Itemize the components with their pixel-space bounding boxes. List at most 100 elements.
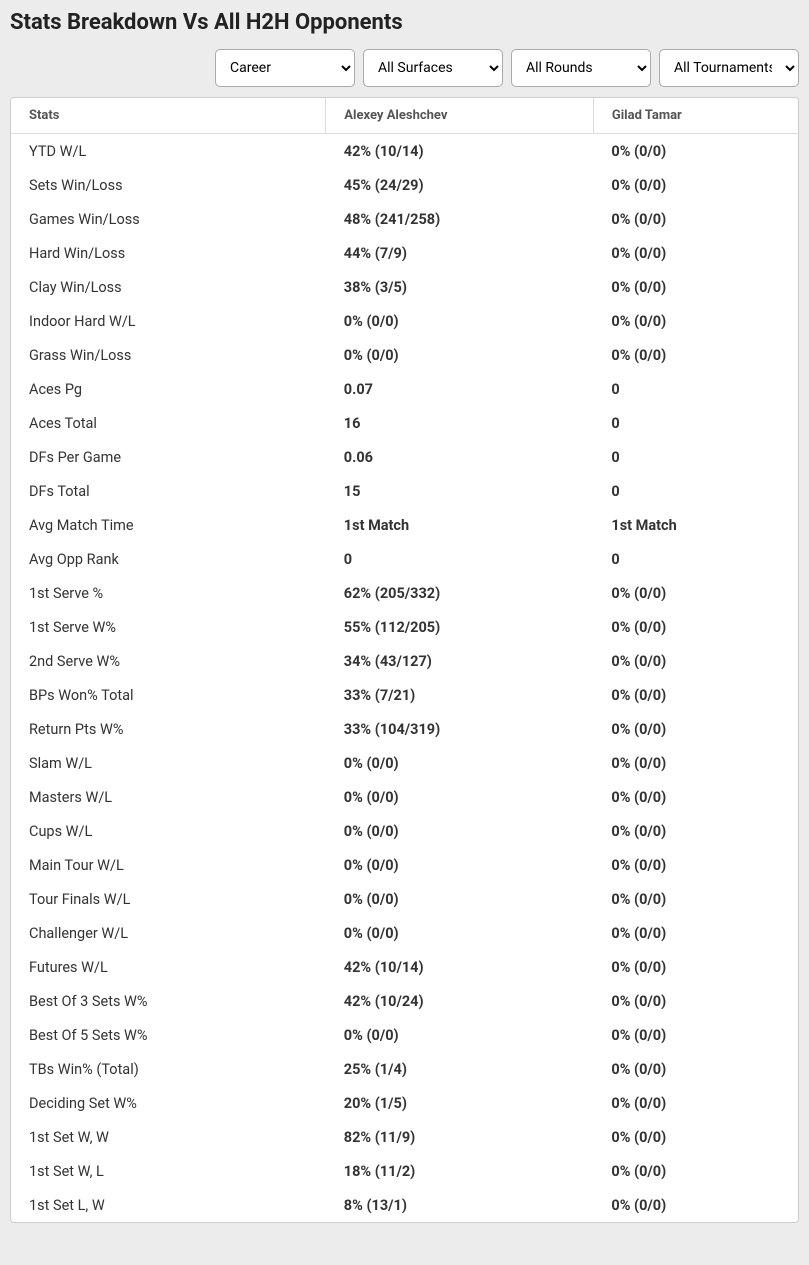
player2-value: 0% (0/0) bbox=[593, 576, 798, 610]
table-header-row: Stats Alexey Aleshchev Gilad Tamar bbox=[11, 98, 798, 134]
player1-value: 33% (7/21) bbox=[326, 678, 594, 712]
table-row: Futures W/L42% (10/14)0% (0/0) bbox=[11, 950, 798, 984]
stat-label: Clay Win/Loss bbox=[11, 270, 326, 304]
player2-value: 0% (0/0) bbox=[593, 134, 798, 169]
stat-label: Avg Match Time bbox=[11, 508, 326, 542]
stat-label: Masters W/L bbox=[11, 780, 326, 814]
player1-value: 55% (112/205) bbox=[326, 610, 594, 644]
stat-label: Aces Total bbox=[11, 406, 326, 440]
player1-value: 0.06 bbox=[326, 440, 594, 474]
player1-value: 45% (24/29) bbox=[326, 168, 594, 202]
table-row: Avg Opp Rank00 bbox=[11, 542, 798, 576]
player2-value: 0% (0/0) bbox=[593, 814, 798, 848]
table-row: 1st Set W, W82% (11/9)0% (0/0) bbox=[11, 1120, 798, 1154]
stat-label: Futures W/L bbox=[11, 950, 326, 984]
table-row: DFs Per Game0.060 bbox=[11, 440, 798, 474]
table-row: Challenger W/L0% (0/0)0% (0/0) bbox=[11, 916, 798, 950]
player2-value: 0% (0/0) bbox=[593, 1120, 798, 1154]
table-row: Grass Win/Loss0% (0/0)0% (0/0) bbox=[11, 338, 798, 372]
player2-value: 0 bbox=[593, 372, 798, 406]
stat-label: Deciding Set W% bbox=[11, 1086, 326, 1120]
player2-value: 0% (0/0) bbox=[593, 780, 798, 814]
player1-value: 33% (104/319) bbox=[326, 712, 594, 746]
tournament-select[interactable]: All Tournaments bbox=[659, 49, 799, 87]
player2-value: 0% (0/0) bbox=[593, 1086, 798, 1120]
table-row: 1st Serve %62% (205/332)0% (0/0) bbox=[11, 576, 798, 610]
stat-label: Tour Finals W/L bbox=[11, 882, 326, 916]
filter-bar: Career All Surfaces All Rounds All Tourn… bbox=[0, 45, 809, 97]
player1-value: 82% (11/9) bbox=[326, 1120, 594, 1154]
player2-value: 0% (0/0) bbox=[593, 1154, 798, 1188]
stat-label: DFs Total bbox=[11, 474, 326, 508]
stat-label: 2nd Serve W% bbox=[11, 644, 326, 678]
stats-table: Stats Alexey Aleshchev Gilad Tamar YTD W… bbox=[11, 98, 798, 1222]
player2-value: 0% (0/0) bbox=[593, 882, 798, 916]
table-row: 2nd Serve W%34% (43/127)0% (0/0) bbox=[11, 644, 798, 678]
player2-value: 0% (0/0) bbox=[593, 338, 798, 372]
player2-value: 0 bbox=[593, 474, 798, 508]
col-header-player1: Alexey Aleshchev bbox=[326, 98, 594, 134]
table-row: Main Tour W/L0% (0/0)0% (0/0) bbox=[11, 848, 798, 882]
player2-value: 0% (0/0) bbox=[593, 916, 798, 950]
table-row: Best Of 5 Sets W%0% (0/0)0% (0/0) bbox=[11, 1018, 798, 1052]
table-row: Games Win/Loss48% (241/258)0% (0/0) bbox=[11, 202, 798, 236]
player1-value: 0% (0/0) bbox=[326, 882, 594, 916]
table-row: Sets Win/Loss45% (24/29)0% (0/0) bbox=[11, 168, 798, 202]
player2-value: 0% (0/0) bbox=[593, 270, 798, 304]
player1-value: 0% (0/0) bbox=[326, 780, 594, 814]
table-row: DFs Total150 bbox=[11, 474, 798, 508]
table-row: Cups W/L0% (0/0)0% (0/0) bbox=[11, 814, 798, 848]
table-row: Clay Win/Loss38% (3/5)0% (0/0) bbox=[11, 270, 798, 304]
table-row: Tour Finals W/L0% (0/0)0% (0/0) bbox=[11, 882, 798, 916]
player2-value: 0% (0/0) bbox=[593, 1052, 798, 1086]
stat-label: Return Pts W% bbox=[11, 712, 326, 746]
player1-value: 25% (1/4) bbox=[326, 1052, 594, 1086]
stat-label: Indoor Hard W/L bbox=[11, 304, 326, 338]
table-row: TBs Win% (Total)25% (1/4)0% (0/0) bbox=[11, 1052, 798, 1086]
table-row: YTD W/L42% (10/14)0% (0/0) bbox=[11, 134, 798, 169]
surface-select[interactable]: All Surfaces bbox=[363, 49, 503, 87]
col-header-stats: Stats bbox=[11, 98, 326, 134]
player2-value: 0% (0/0) bbox=[593, 304, 798, 338]
player2-value: 0% (0/0) bbox=[593, 950, 798, 984]
player1-value: 18% (11/2) bbox=[326, 1154, 594, 1188]
period-select[interactable]: Career bbox=[215, 49, 355, 87]
player2-value: 0% (0/0) bbox=[593, 848, 798, 882]
stat-label: Challenger W/L bbox=[11, 916, 326, 950]
table-row: Hard Win/Loss44% (7/9)0% (0/0) bbox=[11, 236, 798, 270]
player2-value: 0% (0/0) bbox=[593, 984, 798, 1018]
player1-value: 0% (0/0) bbox=[326, 916, 594, 950]
stat-label: Main Tour W/L bbox=[11, 848, 326, 882]
player2-value: 0% (0/0) bbox=[593, 678, 798, 712]
table-row: Masters W/L0% (0/0)0% (0/0) bbox=[11, 780, 798, 814]
stat-label: Best Of 3 Sets W% bbox=[11, 984, 326, 1018]
player1-value: 16 bbox=[326, 406, 594, 440]
player2-value: 0% (0/0) bbox=[593, 610, 798, 644]
player1-value: 0% (0/0) bbox=[326, 814, 594, 848]
player1-value: 42% (10/14) bbox=[326, 950, 594, 984]
stat-label: Hard Win/Loss bbox=[11, 236, 326, 270]
player1-value: 20% (1/5) bbox=[326, 1086, 594, 1120]
player2-value: 0% (0/0) bbox=[593, 712, 798, 746]
stat-label: Aces Pg bbox=[11, 372, 326, 406]
player2-value: 0% (0/0) bbox=[593, 746, 798, 780]
stat-label: Slam W/L bbox=[11, 746, 326, 780]
player1-value: 42% (10/24) bbox=[326, 984, 594, 1018]
player1-value: 44% (7/9) bbox=[326, 236, 594, 270]
player1-value: 1st Match bbox=[326, 508, 594, 542]
page-title: Stats Breakdown Vs All H2H Opponents bbox=[0, 0, 809, 45]
round-select[interactable]: All Rounds bbox=[511, 49, 651, 87]
stat-label: 1st Serve W% bbox=[11, 610, 326, 644]
player2-value: 0 bbox=[593, 542, 798, 576]
table-row: 1st Set L, W8% (13/1)0% (0/0) bbox=[11, 1188, 798, 1222]
table-row: Avg Match Time1st Match1st Match bbox=[11, 508, 798, 542]
table-row: Aces Total160 bbox=[11, 406, 798, 440]
player1-value: 8% (13/1) bbox=[326, 1188, 594, 1222]
stat-label: TBs Win% (Total) bbox=[11, 1052, 326, 1086]
player2-value: 0 bbox=[593, 406, 798, 440]
player2-value: 0% (0/0) bbox=[593, 168, 798, 202]
player1-value: 0% (0/0) bbox=[326, 746, 594, 780]
player1-value: 15 bbox=[326, 474, 594, 508]
table-row: Slam W/L0% (0/0)0% (0/0) bbox=[11, 746, 798, 780]
player2-value: 0% (0/0) bbox=[593, 644, 798, 678]
